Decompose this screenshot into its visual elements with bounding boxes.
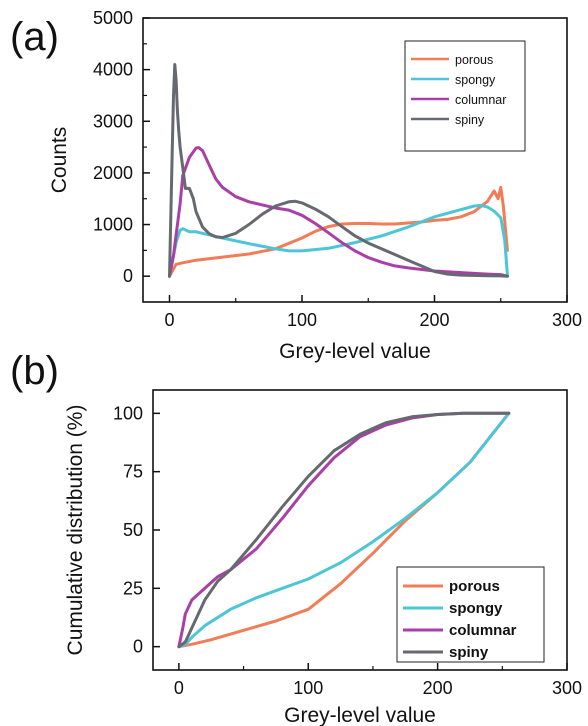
y-tick-label: 2000 bbox=[93, 163, 133, 183]
x-tick-label: 100 bbox=[287, 310, 317, 330]
panel-label: (b) bbox=[10, 349, 59, 393]
y-tick-label: 50 bbox=[123, 520, 143, 540]
series-line-porous bbox=[168, 185, 509, 278]
legend: porous spongy columnar spiny bbox=[404, 40, 526, 152]
panel-label: (a) bbox=[10, 15, 59, 59]
series-line-columnar bbox=[168, 146, 509, 278]
legend-box bbox=[396, 566, 545, 663]
plot-frame bbox=[142, 17, 568, 303]
y-tick-label: 75 bbox=[123, 462, 143, 482]
y-tick-label: 1000 bbox=[93, 215, 133, 235]
legend-label-spongy: spongy bbox=[449, 600, 503, 617]
x-tick-label: 0 bbox=[164, 310, 174, 330]
series-line-spiny bbox=[177, 411, 511, 649]
panel-a: (a)0 100 200 300010002000300040005000Grey-l… bbox=[10, 8, 582, 363]
y-tick-label: 0 bbox=[133, 637, 143, 657]
legend-label-columnar: columnar bbox=[455, 93, 506, 107]
legend-label-porous: porous bbox=[455, 53, 493, 67]
legend-label-porous: porous bbox=[449, 578, 500, 595]
y-tick-label: 25 bbox=[123, 578, 143, 598]
x-tick-label: 100 bbox=[293, 678, 323, 698]
legend-label-columnar: columnar bbox=[449, 622, 517, 639]
plot-area bbox=[177, 411, 511, 649]
legend-label-spongy: spongy bbox=[455, 73, 496, 87]
panel-b: (b) 0 100 200 300 0 25 50 75 100 Grey-level value C… bbox=[10, 349, 582, 726]
y-tick-label: 0 bbox=[123, 266, 133, 286]
x-tick-label: 0 bbox=[174, 678, 184, 698]
legend-label-spiny: spiny bbox=[455, 113, 485, 127]
x-tick-label: 300 bbox=[552, 678, 582, 698]
series-line-spongy bbox=[168, 203, 509, 278]
y-tick-label: 5000 bbox=[93, 8, 133, 28]
y-tick-label: 4000 bbox=[93, 60, 133, 80]
x-tick-label: 300 bbox=[552, 310, 582, 330]
y-axis-title: Cumulative distribution (%) bbox=[64, 405, 87, 656]
legend-label-spiny: spiny bbox=[449, 644, 489, 661]
x-tick-label: 200 bbox=[419, 310, 449, 330]
x-axis-title: Grey-level value bbox=[284, 704, 436, 726]
y-axis-title: Counts bbox=[48, 127, 71, 194]
y-tick-label: 100 bbox=[113, 403, 143, 423]
legend: porous spongy columnar spiny bbox=[396, 566, 545, 663]
y-tick-label: 3000 bbox=[93, 111, 133, 131]
x-axis-title: Grey-level value bbox=[279, 340, 431, 363]
series-line-spiny bbox=[168, 63, 509, 278]
plot-area bbox=[168, 63, 509, 278]
series-line-spongy bbox=[177, 411, 511, 649]
x-tick-label: 200 bbox=[423, 678, 453, 698]
